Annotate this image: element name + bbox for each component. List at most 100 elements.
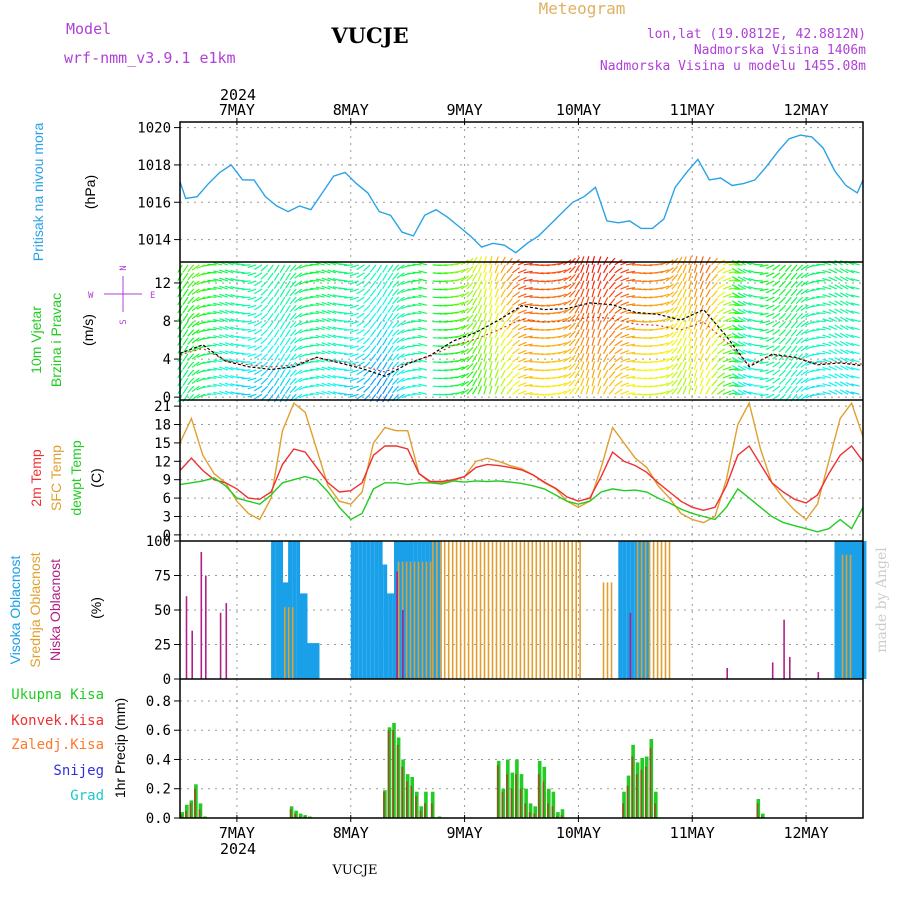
wind-arrow xyxy=(705,378,711,387)
wind-arrow xyxy=(455,277,465,282)
mid-cloud-bar xyxy=(431,541,434,679)
wind-arrow xyxy=(574,345,581,355)
wind-arrow xyxy=(191,329,200,336)
wind-arrow xyxy=(626,295,636,298)
wind-arrow xyxy=(563,340,572,347)
day-label-top: 12MAY xyxy=(784,101,829,119)
mid-cloud-bar xyxy=(463,541,466,679)
wind-arrow xyxy=(822,286,832,290)
wind-arrow xyxy=(563,291,572,298)
wind-arrow xyxy=(626,335,636,339)
wind-arrow xyxy=(187,264,195,273)
wind-arrow xyxy=(568,314,576,322)
wind-arrow xyxy=(660,317,670,323)
wind-arrow xyxy=(626,319,636,323)
wind-arrow xyxy=(816,393,826,395)
wind-arrow xyxy=(784,329,792,337)
wind-arrow xyxy=(477,353,483,363)
wind-arrow xyxy=(772,312,781,320)
wind-arrow xyxy=(620,285,630,290)
wind-arrow xyxy=(523,303,533,306)
wind-arrow xyxy=(392,361,400,369)
wind-arrow xyxy=(396,329,405,336)
wind-arrow xyxy=(845,268,855,274)
wind-arrow xyxy=(591,264,596,274)
wind-arrow xyxy=(235,279,245,282)
wind-arrow xyxy=(494,337,499,346)
wind-arrow xyxy=(418,326,428,331)
wind-arrow xyxy=(759,296,769,300)
wind-arrow xyxy=(772,272,781,279)
wind-arrow xyxy=(784,369,792,378)
wind-arrow xyxy=(523,343,533,347)
wind-arrow xyxy=(665,275,674,282)
wind-arrow xyxy=(737,332,747,339)
wind-arrow xyxy=(517,382,527,387)
wind-arrow xyxy=(563,356,572,363)
wind-arrow xyxy=(840,348,849,355)
wind-arrow xyxy=(840,300,849,306)
wind-arrow xyxy=(512,307,520,314)
mid-cloud-bar xyxy=(443,541,446,679)
high-cloud-bar xyxy=(379,564,384,679)
wind-arrow xyxy=(201,280,211,284)
wind-arrow xyxy=(356,296,365,303)
high-cloud-bar xyxy=(315,643,320,679)
wind-arrow xyxy=(580,264,585,274)
wind-arrow xyxy=(327,350,337,355)
wind-arrow xyxy=(711,338,718,347)
wind-arrow xyxy=(557,309,567,314)
wind-arrow xyxy=(591,256,596,266)
wind-arrow xyxy=(241,320,251,323)
wind-arrow xyxy=(494,288,499,298)
wind-arrow xyxy=(816,328,826,331)
wind-arrow xyxy=(279,288,286,298)
high-cloud-bar xyxy=(303,593,308,679)
wind-arrow xyxy=(494,329,499,338)
wind-arrow xyxy=(418,286,428,290)
wind-arrow xyxy=(412,376,422,379)
wind-arrow xyxy=(676,337,683,347)
wind-arrow xyxy=(790,304,798,313)
wind-arrow xyxy=(682,304,687,314)
wind-arrow xyxy=(676,345,683,355)
low-cloud-bar xyxy=(789,656,791,679)
mid-cloud-bar xyxy=(451,541,454,679)
wind-arrow xyxy=(682,328,687,338)
wind-arrow xyxy=(382,337,388,346)
wind-arrow xyxy=(289,264,297,272)
mid-cloud-bar xyxy=(475,541,478,679)
mid-cloud-bar xyxy=(559,541,561,679)
wind-arrow xyxy=(213,375,223,379)
wind-arrow xyxy=(722,350,732,355)
wind-arrow xyxy=(279,296,286,306)
wind-arrow xyxy=(267,361,274,370)
wind-arrow xyxy=(219,366,228,371)
wind-arrow xyxy=(382,296,388,306)
wind-arrow xyxy=(224,277,234,282)
conv-precip-bar xyxy=(198,809,201,818)
wind-arrow xyxy=(235,343,245,347)
wind-arrow xyxy=(224,317,234,323)
wind-arrow xyxy=(483,288,487,298)
wind-arrow xyxy=(523,367,533,371)
wind-arrow xyxy=(289,385,297,394)
wind-arrow xyxy=(737,356,747,363)
wind-arrow xyxy=(840,389,849,395)
wind-arrow xyxy=(338,295,348,298)
wind-arrow xyxy=(224,366,234,371)
conv-precip-bar xyxy=(401,766,404,818)
wind-arrow xyxy=(557,333,567,339)
total-precip-legend: Ukupna Kisa xyxy=(11,687,104,703)
wind-arrow xyxy=(412,328,422,331)
wind-arrow xyxy=(620,341,630,347)
wind-arrow xyxy=(790,313,798,321)
wind-arrow xyxy=(772,321,781,328)
wind-arrow xyxy=(574,370,581,379)
wind-arrow xyxy=(660,350,670,355)
wind-arrow xyxy=(557,293,567,298)
wind-arrow xyxy=(620,309,630,314)
low-cloud-bar xyxy=(225,603,228,679)
wind-arrow xyxy=(614,356,623,363)
y-tick-label: 0.8 xyxy=(146,694,171,710)
